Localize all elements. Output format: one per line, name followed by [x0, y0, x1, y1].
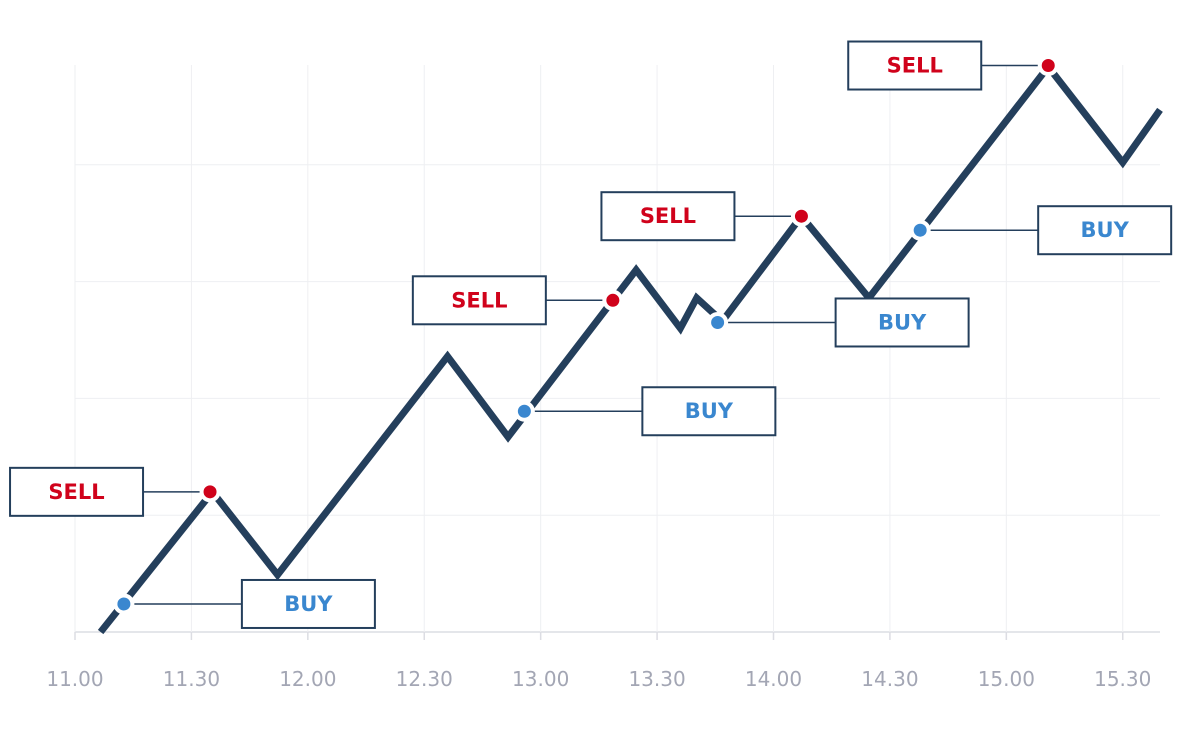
signal-label: SELL [451, 288, 507, 312]
signal-box [9, 466, 145, 517]
x-tick-label: 12.30 [396, 667, 453, 691]
signal-marker [909, 219, 931, 241]
x-tick-label: 11.00 [46, 667, 103, 691]
signal-marker [602, 289, 624, 311]
signal-box [834, 297, 970, 348]
signal-box [600, 191, 736, 242]
signal-label: BUY [1081, 218, 1130, 242]
signal-label: SELL [640, 204, 696, 228]
x-tick-label: 11.30 [163, 667, 220, 691]
x-tick-label: 15.30 [1094, 667, 1151, 691]
price-line [97, 60, 1163, 635]
signal-box [641, 386, 777, 437]
signal-box [240, 578, 376, 629]
signal-label: BUY [284, 592, 333, 616]
x-tick-label: 12.00 [279, 667, 336, 691]
signal-box [1037, 205, 1173, 256]
x-tick-label: 13.30 [628, 667, 685, 691]
signal-box [411, 275, 547, 326]
signal-label: SELL [887, 54, 943, 78]
x-tick-label: 15.00 [978, 667, 1035, 691]
signal-marker [113, 593, 135, 615]
x-tick-label: 13.00 [512, 667, 569, 691]
signal-marker [1037, 55, 1059, 77]
signal-marker [513, 400, 535, 422]
signal-box [847, 40, 983, 91]
signal-marker [790, 205, 812, 227]
signal-marker [707, 311, 729, 333]
signal-label: BUY [685, 399, 734, 423]
x-tick-label: 14.30 [861, 667, 918, 691]
x-tick-label: 14.00 [745, 667, 802, 691]
signal-label: BUY [878, 310, 927, 334]
signal-label: SELL [48, 480, 104, 504]
signal-marker [199, 481, 221, 503]
